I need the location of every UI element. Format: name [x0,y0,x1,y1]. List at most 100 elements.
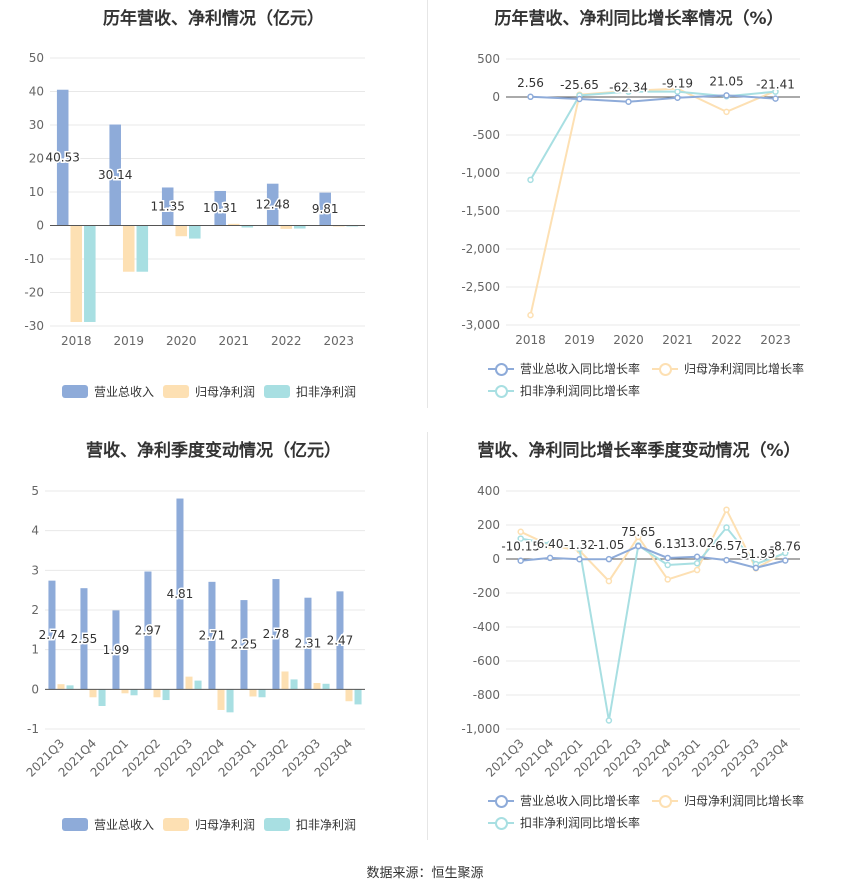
y-tick-label: -1,000 [461,166,500,180]
legend-swatch [488,794,514,808]
x-tick-label: 2022 [271,334,302,348]
y-tick-label: 200 [477,518,500,532]
bar-deducted-profit [189,225,201,239]
legend-swatch [488,816,514,830]
y-tick-label: -500 [473,128,500,142]
data-label: 21.05 [709,74,743,88]
bar-revenue [304,597,312,690]
legend-item-revenue[interactable]: 营业总收入 [62,383,154,400]
bar-net-profit [57,684,65,690]
series-point [723,506,730,513]
legend-swatch [62,385,88,398]
series-point [664,561,671,569]
bar-deducted-profit [354,689,362,705]
legend-swatch [488,384,514,398]
legend-item-deducted-profit-growth[interactable]: 扣非净利润同比增长率 [488,814,640,831]
series-point [782,549,789,557]
bar-deducted-profit [294,225,306,229]
y-tick-label: 500 [477,52,500,66]
bar-net-profit [70,225,83,322]
series-point [693,560,701,567]
bar-deducted-profit [84,225,96,322]
series-point [723,556,730,564]
x-tick-label: 2021 [218,334,249,348]
chart-title: 营收、净利同比增长率季度变动情况（%） [477,441,801,461]
series-point [674,88,681,95]
data-label: 2.78 [263,627,290,641]
legend-item-net-profit-growth[interactable]: 归母净利润同比增长率 [652,792,804,809]
data-label: 30.14 [98,168,132,182]
y-tick-label: -3,000 [461,318,500,332]
legend-label: 营业总收入 [94,818,155,832]
series-point [576,95,583,103]
bar-net-profit [280,225,293,229]
bar-net-profit [185,676,193,690]
bar-net-profit [122,225,135,272]
legend-item-deducted-profit[interactable]: 扣非净利润 [264,816,356,833]
y-tick-label: -20 [24,286,44,300]
legend-label: 营业总收入同比增长率 [520,794,641,808]
data-label: 13.02 [680,536,714,550]
x-tick-label: 2023 [323,334,354,348]
y-tick-label: -1,000 [461,722,500,736]
legend-label: 营业总收入同比增长率 [520,362,641,376]
data-label: -6.57 [711,539,742,553]
data-label: 9.81 [312,202,339,216]
legend-item-deducted-profit-growth[interactable]: 扣非净利润同比增长率 [488,382,640,399]
bar-net-profit [345,689,353,702]
y-tick-label: 40 [29,85,44,99]
data-label: -1.32 [564,538,595,552]
bar-revenue [112,610,120,690]
legend-item-net-profit[interactable]: 归母净利润 [163,816,255,833]
data-label: 2.56 [517,76,544,90]
legend-swatch [163,818,189,831]
data-label: 2.47 [327,633,354,647]
data-label: 4.81 [167,587,194,601]
bar-deducted-profit [98,689,106,706]
data-label: 6.13 [654,537,681,551]
legend-swatch [163,385,189,398]
bar-net-profit [281,671,289,690]
series-point [693,553,701,561]
legend-item-revenue-growth[interactable]: 营业总收入同比增长率 [488,792,640,809]
data-label: -9.19 [662,77,693,91]
bar-net-profit [175,225,188,237]
x-tick-label: 2018 [61,334,92,348]
bar-deducted-profit [130,689,138,696]
legend-item-revenue[interactable]: 营业总收入 [62,816,154,833]
x-tick-label: 2020 [613,333,644,347]
y-tick-label: 0 [492,552,500,566]
data-label: 2.97 [135,623,162,637]
legend-item-deducted-profit[interactable]: 扣非净利润 [264,383,356,400]
bar-net-profit [217,689,225,710]
series-line-net-profit-growth [520,507,786,583]
bar-net-profit [227,223,240,226]
series-point [517,528,524,536]
x-tick-label: 2021 [662,333,693,347]
bar-revenue [214,190,226,226]
chart-title: 历年营收、净利情况（亿元） [103,9,324,29]
data-label: 2.31 [295,637,322,651]
y-tick-label: 0 [31,682,39,696]
series-line-deducted-profit-growth [529,90,776,181]
legend-item-revenue-growth[interactable]: 营业总收入同比增长率 [488,360,640,377]
quarterly-revenue-profit-chart: 5 4 3 2 1 0 -1 2.74 2.55 1.99 2.97 4.81 2.71 2.25 2.78… [24,484,365,780]
data-label: -10.15 [501,540,540,554]
series-point [625,98,632,105]
series-point [635,533,642,541]
data-label: -8.76 [770,539,801,553]
legend-label: 营业总收入 [94,385,155,399]
y-tick-label: -1,500 [461,204,500,218]
legend-swatch [652,794,678,808]
y-tick-label: 10 [29,185,44,199]
data-source-note: 数据来源：恒生聚源 [366,866,484,881]
bar-net-profit [249,689,257,697]
quarterly-revenue-profit-panel: 营收、净利季度变动情况（亿元） 5 4 3 2 1 0 -1 2.74 2.55 1.99 2.97… [0,432,427,852]
legend-item-net-profit[interactable]: 归母净利润 [163,383,255,400]
legend-item-net-profit-growth[interactable]: 归母净利润同比增长率 [652,360,804,377]
y-tick-label: -10 [24,252,44,266]
y-tick-label: -200 [473,586,500,600]
data-label: 10.31 [203,201,237,215]
series-line-net-profit-growth [529,87,776,316]
x-tick-label: 2020 [166,334,197,348]
